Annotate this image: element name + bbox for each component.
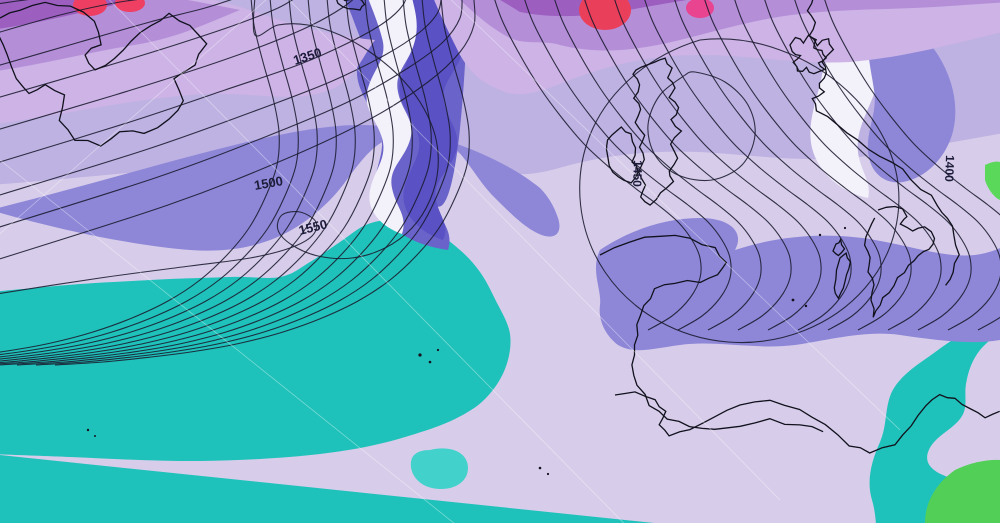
svg-text:1450: 1450 [630, 160, 645, 187]
svg-text:1400: 1400 [942, 155, 957, 182]
